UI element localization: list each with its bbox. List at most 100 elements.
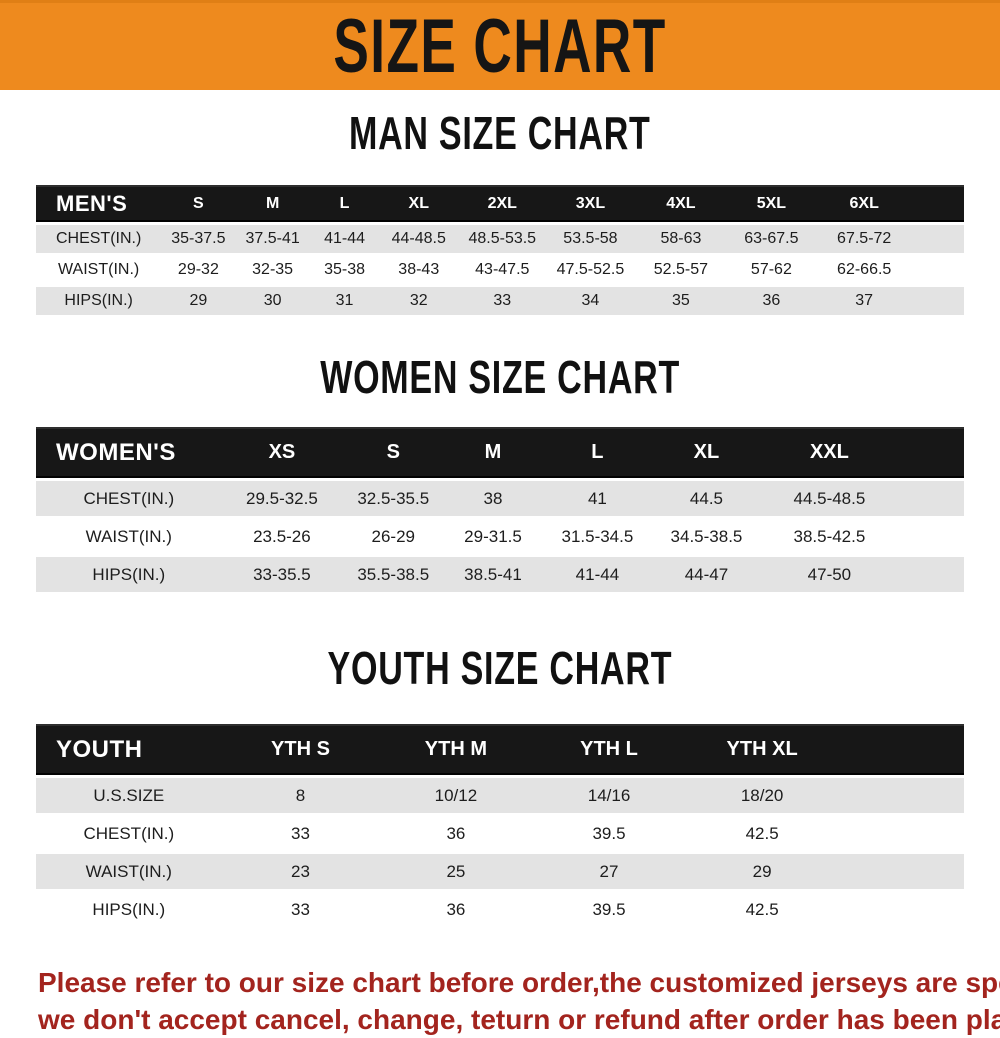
measurement-row: CHEST(IN.) 33 36 39.5 42.5	[36, 814, 964, 854]
size-value-cell: 36	[379, 890, 533, 930]
size-column-header: 6XL	[815, 185, 913, 225]
row-filler-cell	[899, 479, 964, 519]
size-value-cell: 44-48.5	[379, 223, 459, 256]
size-column-header: 4XL	[634, 185, 728, 225]
size-column-header: XL	[379, 185, 459, 225]
size-column-header: XXL	[759, 427, 899, 481]
size-value-cell: 33-35.5	[221, 555, 343, 595]
header-filler-cell	[912, 185, 964, 225]
measurement-row: WAIST(IN.) 23.5-26 26-29 29-31.5 31.5-34.5 34…	[36, 517, 964, 557]
size-value-cell: 29-31.5	[444, 517, 542, 557]
size-column-header: YTH S	[221, 724, 380, 778]
footer-note: Please refer to our size chart before or…	[0, 964, 1000, 1038]
size-value-cell: 41-44	[541, 555, 654, 595]
measurement-row: WAIST(IN.) 29-32 32-35 35-38 38-43 43-47.5 47.…	[36, 254, 964, 287]
size-value-cell: 31.5-34.5	[541, 517, 654, 557]
row-filler-cell	[912, 285, 964, 318]
row-filler-cell	[838, 852, 964, 892]
size-value-cell: 29	[161, 285, 236, 318]
size-value-cell: 67.5-72	[815, 223, 913, 256]
row-label: HIPS(IN.)	[36, 285, 162, 318]
size-value-cell: 63-67.5	[727, 223, 816, 256]
size-column-header: M	[235, 185, 310, 225]
size-value-cell: 47.5-52.5	[546, 254, 635, 287]
footer-line-1: Please refer to our size chart before or…	[38, 967, 1000, 998]
size-value-cell: 37	[815, 285, 913, 318]
banner: SIZE CHART	[0, 0, 1000, 90]
measurement-row: WAIST(IN.) 23 25 27 29	[36, 852, 964, 892]
table-group-label: YOUTH	[36, 724, 222, 778]
row-filler-cell	[899, 517, 964, 557]
size-value-cell: 32	[379, 285, 459, 318]
row-label: CHEST(IN.)	[36, 479, 222, 519]
size-value-cell: 43-47.5	[458, 254, 547, 287]
size-value-cell: 38	[444, 479, 542, 519]
measurement-row: CHEST(IN.) 29.5-32.5 32.5-35.5 38 41 44.5 44.5…	[36, 479, 964, 519]
row-label: WAIST(IN.)	[36, 517, 222, 557]
section-men: MAN SIZE CHART MEN'S S M L XL 2XL 3XL 4XL 5XL 6XL…	[0, 107, 1000, 318]
row-filler-cell	[838, 814, 964, 854]
measurement-row: U.S.SIZE 8 10/12 14/16 18/20	[36, 776, 964, 816]
women-size-table: WOMEN'S XS S M L XL XXL CHEST(IN.) 29.5-32.5 32.5…	[36, 427, 964, 595]
size-value-cell: 42.5	[685, 890, 839, 930]
size-value-cell: 29.5-32.5	[221, 479, 343, 519]
size-value-cell: 58-63	[634, 223, 728, 256]
size-value-cell: 33	[221, 814, 380, 854]
row-label: WAIST(IN.)	[36, 254, 162, 287]
size-value-cell: 44.5-48.5	[759, 479, 899, 519]
size-value-cell: 10/12	[379, 776, 533, 816]
size-column-header: 2XL	[458, 185, 547, 225]
size-column-header: L	[541, 427, 654, 481]
size-value-cell: 47-50	[759, 555, 899, 595]
section-title-men: MAN SIZE CHART	[349, 107, 651, 159]
size-value-cell: 26-29	[342, 517, 445, 557]
size-value-cell: 29-32	[161, 254, 236, 287]
size-value-cell: 36	[379, 814, 533, 854]
header-filler-cell	[899, 427, 964, 481]
section-youth: YOUTH SIZE CHART YOUTH YTH S YTH M YTH L YTH…	[0, 645, 1000, 930]
size-value-cell: 25	[379, 852, 533, 892]
size-value-cell: 62-66.5	[815, 254, 913, 287]
size-column-header: YTH L	[532, 724, 686, 778]
measurement-row: CHEST(IN.) 35-37.5 37.5-41 41-44 44-48.5 48.5…	[36, 223, 964, 256]
size-value-cell: 38.5-41	[444, 555, 542, 595]
row-label: HIPS(IN.)	[36, 555, 222, 595]
size-column-header: XL	[653, 427, 760, 481]
size-value-cell: 48.5-53.5	[458, 223, 547, 256]
table-group-label: MEN'S	[36, 185, 162, 225]
row-filler-cell	[899, 555, 964, 595]
size-column-header: YTH XL	[685, 724, 839, 778]
row-label: CHEST(IN.)	[36, 223, 162, 256]
row-filler-cell	[838, 776, 964, 816]
row-label: HIPS(IN.)	[36, 890, 222, 930]
size-value-cell: 35.5-38.5	[342, 555, 445, 595]
size-column-header: 5XL	[727, 185, 816, 225]
header-filler-cell	[838, 724, 964, 778]
measurement-row: HIPS(IN.) 33-35.5 35.5-38.5 38.5-41 41-44 44-…	[36, 555, 964, 595]
size-value-cell: 44-47	[653, 555, 760, 595]
size-column-header: 3XL	[546, 185, 635, 225]
size-value-cell: 38.5-42.5	[759, 517, 899, 557]
size-value-cell: 34	[546, 285, 635, 318]
row-label: CHEST(IN.)	[36, 814, 222, 854]
size-value-cell: 14/16	[532, 776, 686, 816]
size-value-cell: 39.5	[532, 890, 686, 930]
size-value-cell: 35	[634, 285, 728, 318]
size-value-cell: 42.5	[685, 814, 839, 854]
size-column-header: S	[161, 185, 236, 225]
row-filler-cell	[912, 254, 964, 287]
size-value-cell: 30	[235, 285, 310, 318]
banner-title: SIZE CHART	[333, 3, 667, 89]
size-table-header-row: WOMEN'S XS S M L XL XXL	[36, 427, 964, 481]
youth-size-table: YOUTH YTH S YTH M YTH L YTH XL U.S.SIZE 8 10/12…	[36, 724, 964, 930]
size-value-cell: 29	[685, 852, 839, 892]
size-value-cell: 33	[221, 890, 380, 930]
size-column-header: YTH M	[379, 724, 533, 778]
size-column-header: S	[342, 427, 445, 481]
size-value-cell: 18/20	[685, 776, 839, 816]
section-women: WOMEN SIZE CHART WOMEN'S XS S M L XL XXL CHEST(…	[0, 354, 1000, 595]
size-value-cell: 34.5-38.5	[653, 517, 760, 557]
size-value-cell: 41-44	[309, 223, 380, 256]
size-value-cell: 52.5-57	[634, 254, 728, 287]
row-label: WAIST(IN.)	[36, 852, 222, 892]
